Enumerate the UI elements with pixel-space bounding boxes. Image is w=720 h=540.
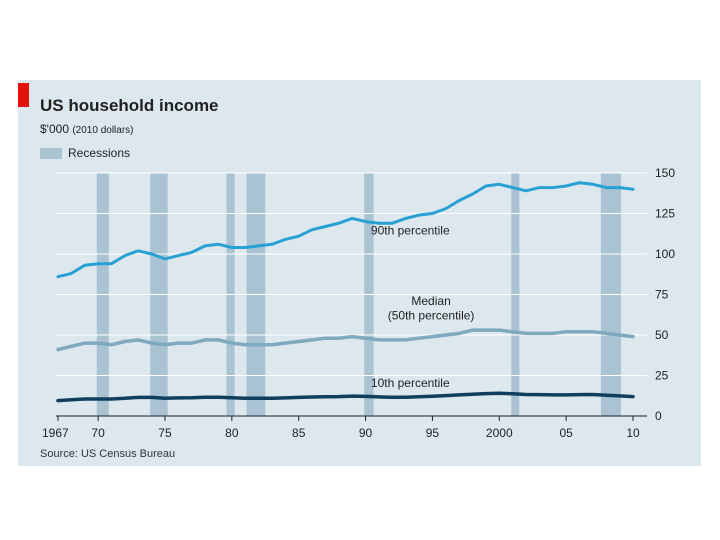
series-line-median (56, 328, 635, 352)
x-tick-label-1985: 85 (292, 426, 306, 440)
brand-marker (18, 83, 29, 107)
y-tick-label-0: 0 (655, 409, 662, 423)
chart-subtitle: $'000 (2010 dollars) (40, 122, 134, 136)
x-tick-label-1967: 1967 (42, 426, 69, 440)
series-labels: 90th percentile Median (50th percentile)… (371, 224, 475, 390)
label-10th-percentile: 10th percentile (371, 376, 450, 390)
legend-recession-swatch (40, 147, 62, 159)
legend: Recessions (40, 146, 130, 160)
legend-recession-label: Recessions (68, 146, 131, 160)
chart-panel: US household income $'000 (2010 dollars)… (18, 80, 701, 466)
x-tick-label-1970: 70 (91, 426, 105, 440)
source-note: Source: US Census Bureau (40, 448, 176, 460)
label-median-sub: (50th percentile) (388, 309, 475, 323)
chart-title: US household income (40, 96, 219, 115)
x-tick-label-1990: 90 (359, 426, 373, 440)
x-tick-label-1975: 75 (158, 426, 172, 440)
y-tick-label-125: 125 (655, 207, 675, 221)
axes: 0 25 50 75 100 125 150 1967 70 75 80 85 90 95 2000 05 10 (42, 166, 675, 440)
subtitle-units: $'000 (40, 122, 69, 136)
x-tick-label-1995: 95 (426, 426, 440, 440)
x-tick-label-2000: 2000 (486, 426, 513, 440)
x-tick-label-2005: 05 (559, 426, 573, 440)
series-line-90th-percentile (56, 181, 635, 279)
series-lines (56, 181, 635, 403)
subtitle-note: (2010 dollars) (72, 125, 134, 136)
series-line-10th-percentile (56, 391, 635, 403)
y-tick-label-150: 150 (655, 166, 675, 180)
label-90th-percentile: 90th percentile (371, 224, 450, 238)
gridlines (56, 172, 647, 376)
x-tick-label-2010: 10 (626, 426, 640, 440)
label-median: Median (411, 294, 450, 308)
line-chart: 0 25 50 75 100 125 150 1967 70 75 80 85 90 95 2000 05 10… (42, 166, 675, 440)
y-tick-label-100: 100 (655, 247, 675, 261)
y-tick-label-75: 75 (655, 288, 669, 302)
y-tick-label-50: 50 (655, 328, 669, 342)
x-tick-label-1980: 80 (225, 426, 239, 440)
y-tick-label-25: 25 (655, 369, 669, 383)
